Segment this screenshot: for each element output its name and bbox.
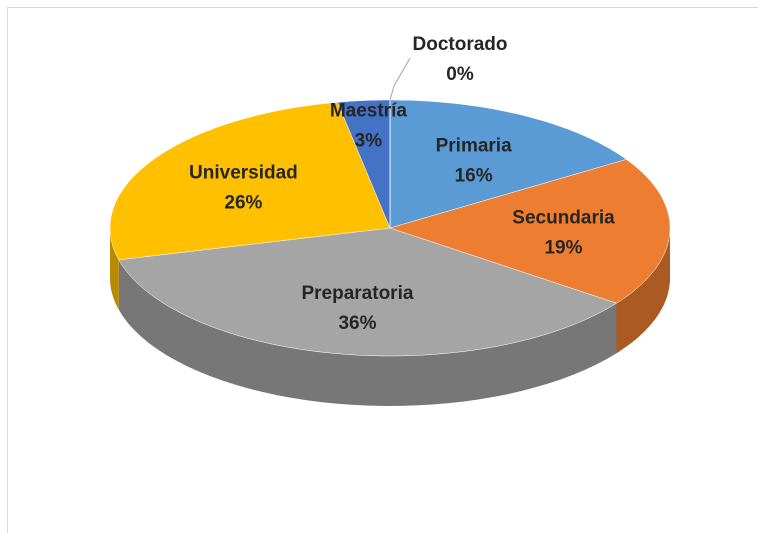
category-label: Doctorado (413, 34, 508, 55)
value-label: 0% (446, 64, 474, 85)
pie-slice (389, 99, 627, 229)
value-label: 36% (338, 313, 376, 334)
pie-slice (109, 102, 391, 261)
pie-slice (337, 99, 391, 229)
category-label: Maestría (330, 101, 408, 122)
category-label: Universidad (189, 162, 298, 183)
category-label: Secundaria (512, 208, 615, 229)
pie-side (118, 259, 617, 406)
pie-side (616, 228, 670, 354)
pie-slice (389, 159, 671, 304)
data-labels: Primaria 16% Secundaria 19% Preparatoria 36% U… (189, 34, 615, 334)
category-label: Primaria (436, 135, 512, 156)
value-label: 19% (544, 238, 582, 259)
category-label: Preparatoria (301, 283, 413, 304)
pie-slice (118, 227, 618, 357)
value-label: 16% (455, 165, 493, 186)
pie-tops (109, 99, 671, 357)
value-label: 26% (224, 192, 262, 213)
leader-line (389, 57, 411, 101)
pie-sides (110, 228, 670, 406)
pie-side (110, 228, 119, 310)
value-label: 3% (355, 131, 383, 152)
